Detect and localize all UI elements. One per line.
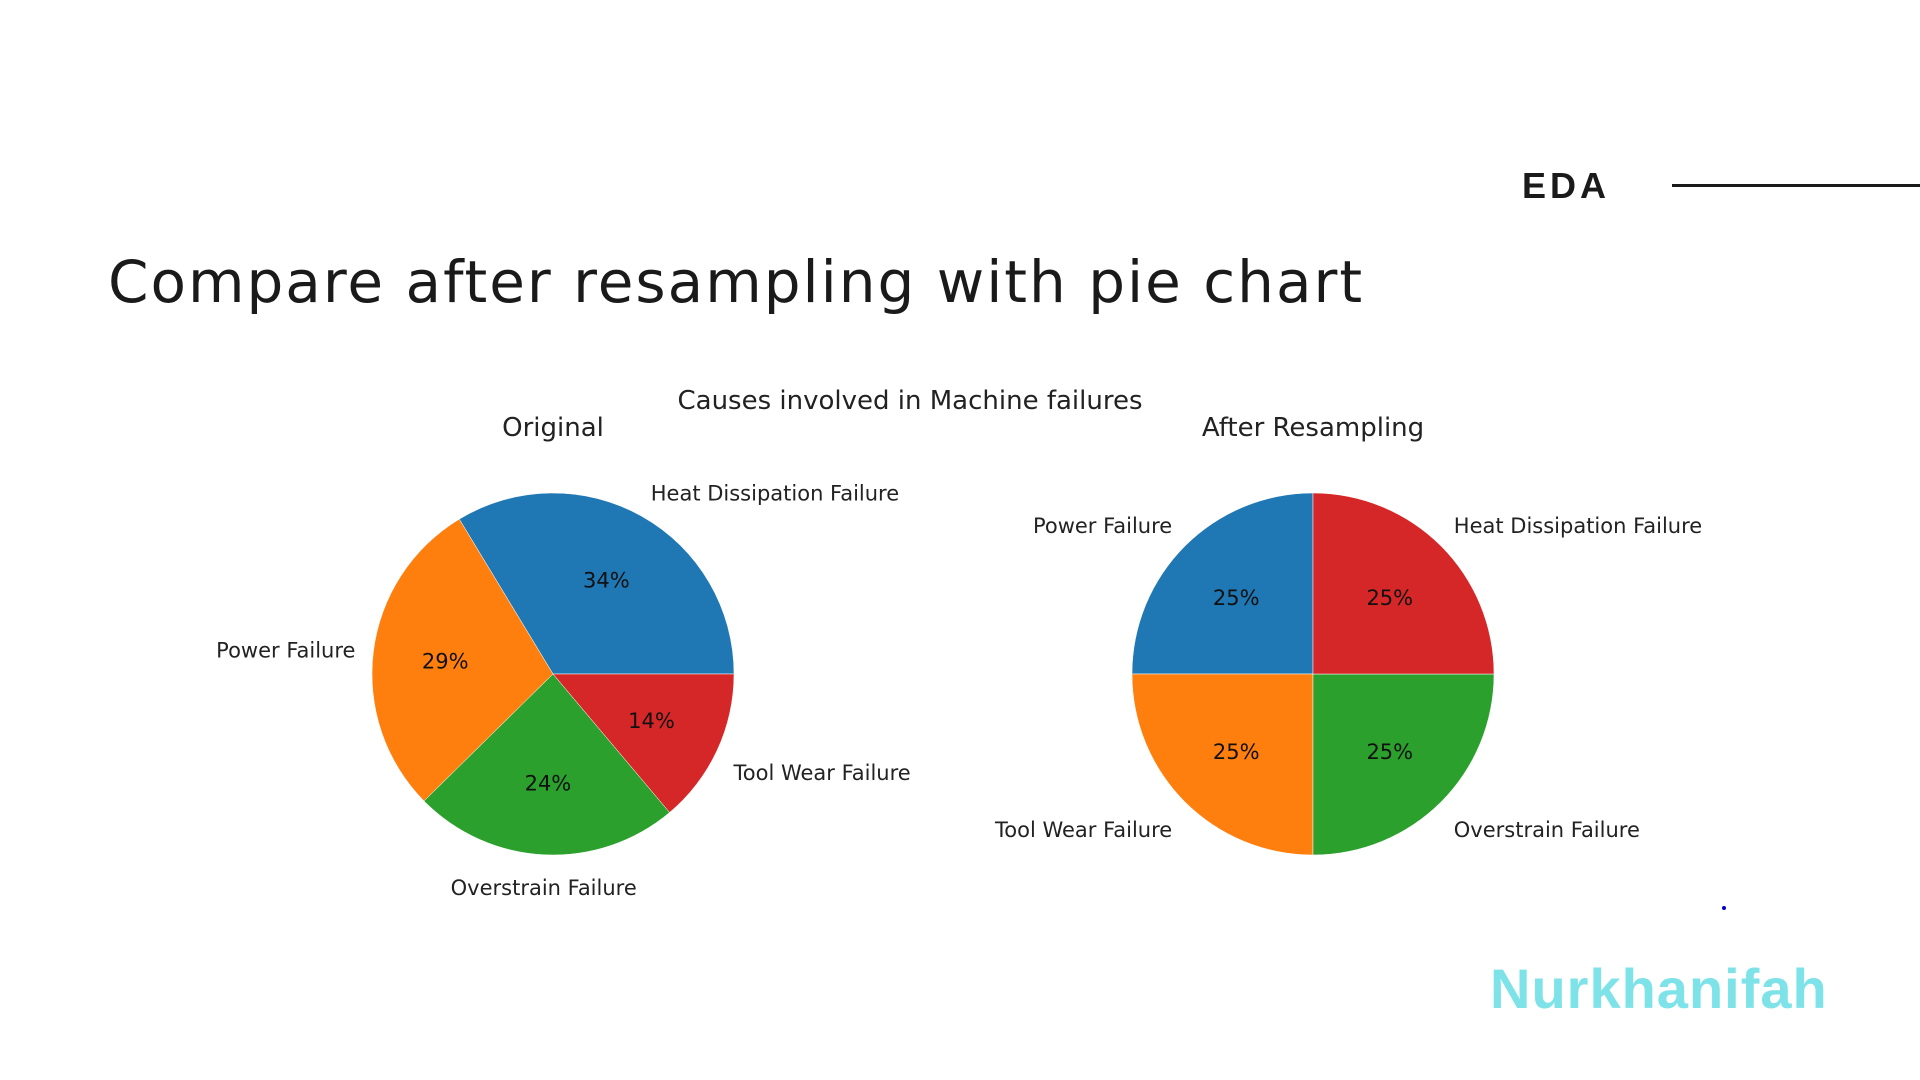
slice-pct-label: 34% — [583, 568, 630, 592]
pie-slice — [1131, 492, 1314, 675]
slice-pct-label: 25% — [1213, 586, 1260, 610]
slice-pct-label: 25% — [1366, 740, 1413, 764]
slice-category-label: Heat Dissipation Failure — [651, 482, 899, 506]
pie-slice — [552, 673, 735, 813]
pie-slice — [423, 673, 670, 856]
section-tag: EDA — [1522, 165, 1611, 206]
slice-category-label: Tool Wear Failure — [733, 761, 911, 785]
slice-pct-label: 29% — [422, 650, 469, 674]
pie-slice — [1312, 673, 1495, 856]
slice-category-label: Power Failure — [216, 638, 355, 662]
pie-slice — [458, 492, 735, 675]
stray-dot — [1722, 906, 1726, 910]
slice-category-label: Tool Wear Failure — [994, 818, 1172, 842]
brand-name: Nurkhanifah — [1490, 957, 1828, 1020]
slice-pct-label: 25% — [1366, 586, 1413, 610]
slice-pct-label: 25% — [1213, 740, 1260, 764]
slice-category-label: Power Failure — [1033, 514, 1172, 538]
pie-title: Original — [502, 413, 604, 443]
pie-slice — [1312, 492, 1495, 675]
pie-title: After Resampling — [1202, 413, 1424, 443]
section-divider — [1672, 184, 1920, 187]
slice-pct-label: 24% — [525, 771, 572, 795]
slice-category-label: Overstrain Failure — [451, 876, 637, 900]
page-title: Compare after resampling with pie chart — [108, 248, 1365, 316]
slice-category-label: Heat Dissipation Failure — [1454, 514, 1702, 538]
slice-pct-label: 14% — [628, 709, 675, 733]
pie-slice — [1131, 673, 1314, 856]
slice-category-label: Overstrain Failure — [1454, 818, 1640, 842]
figure-suptitle: Causes involved in Machine failures — [677, 386, 1143, 416]
pie-slice — [371, 518, 554, 802]
